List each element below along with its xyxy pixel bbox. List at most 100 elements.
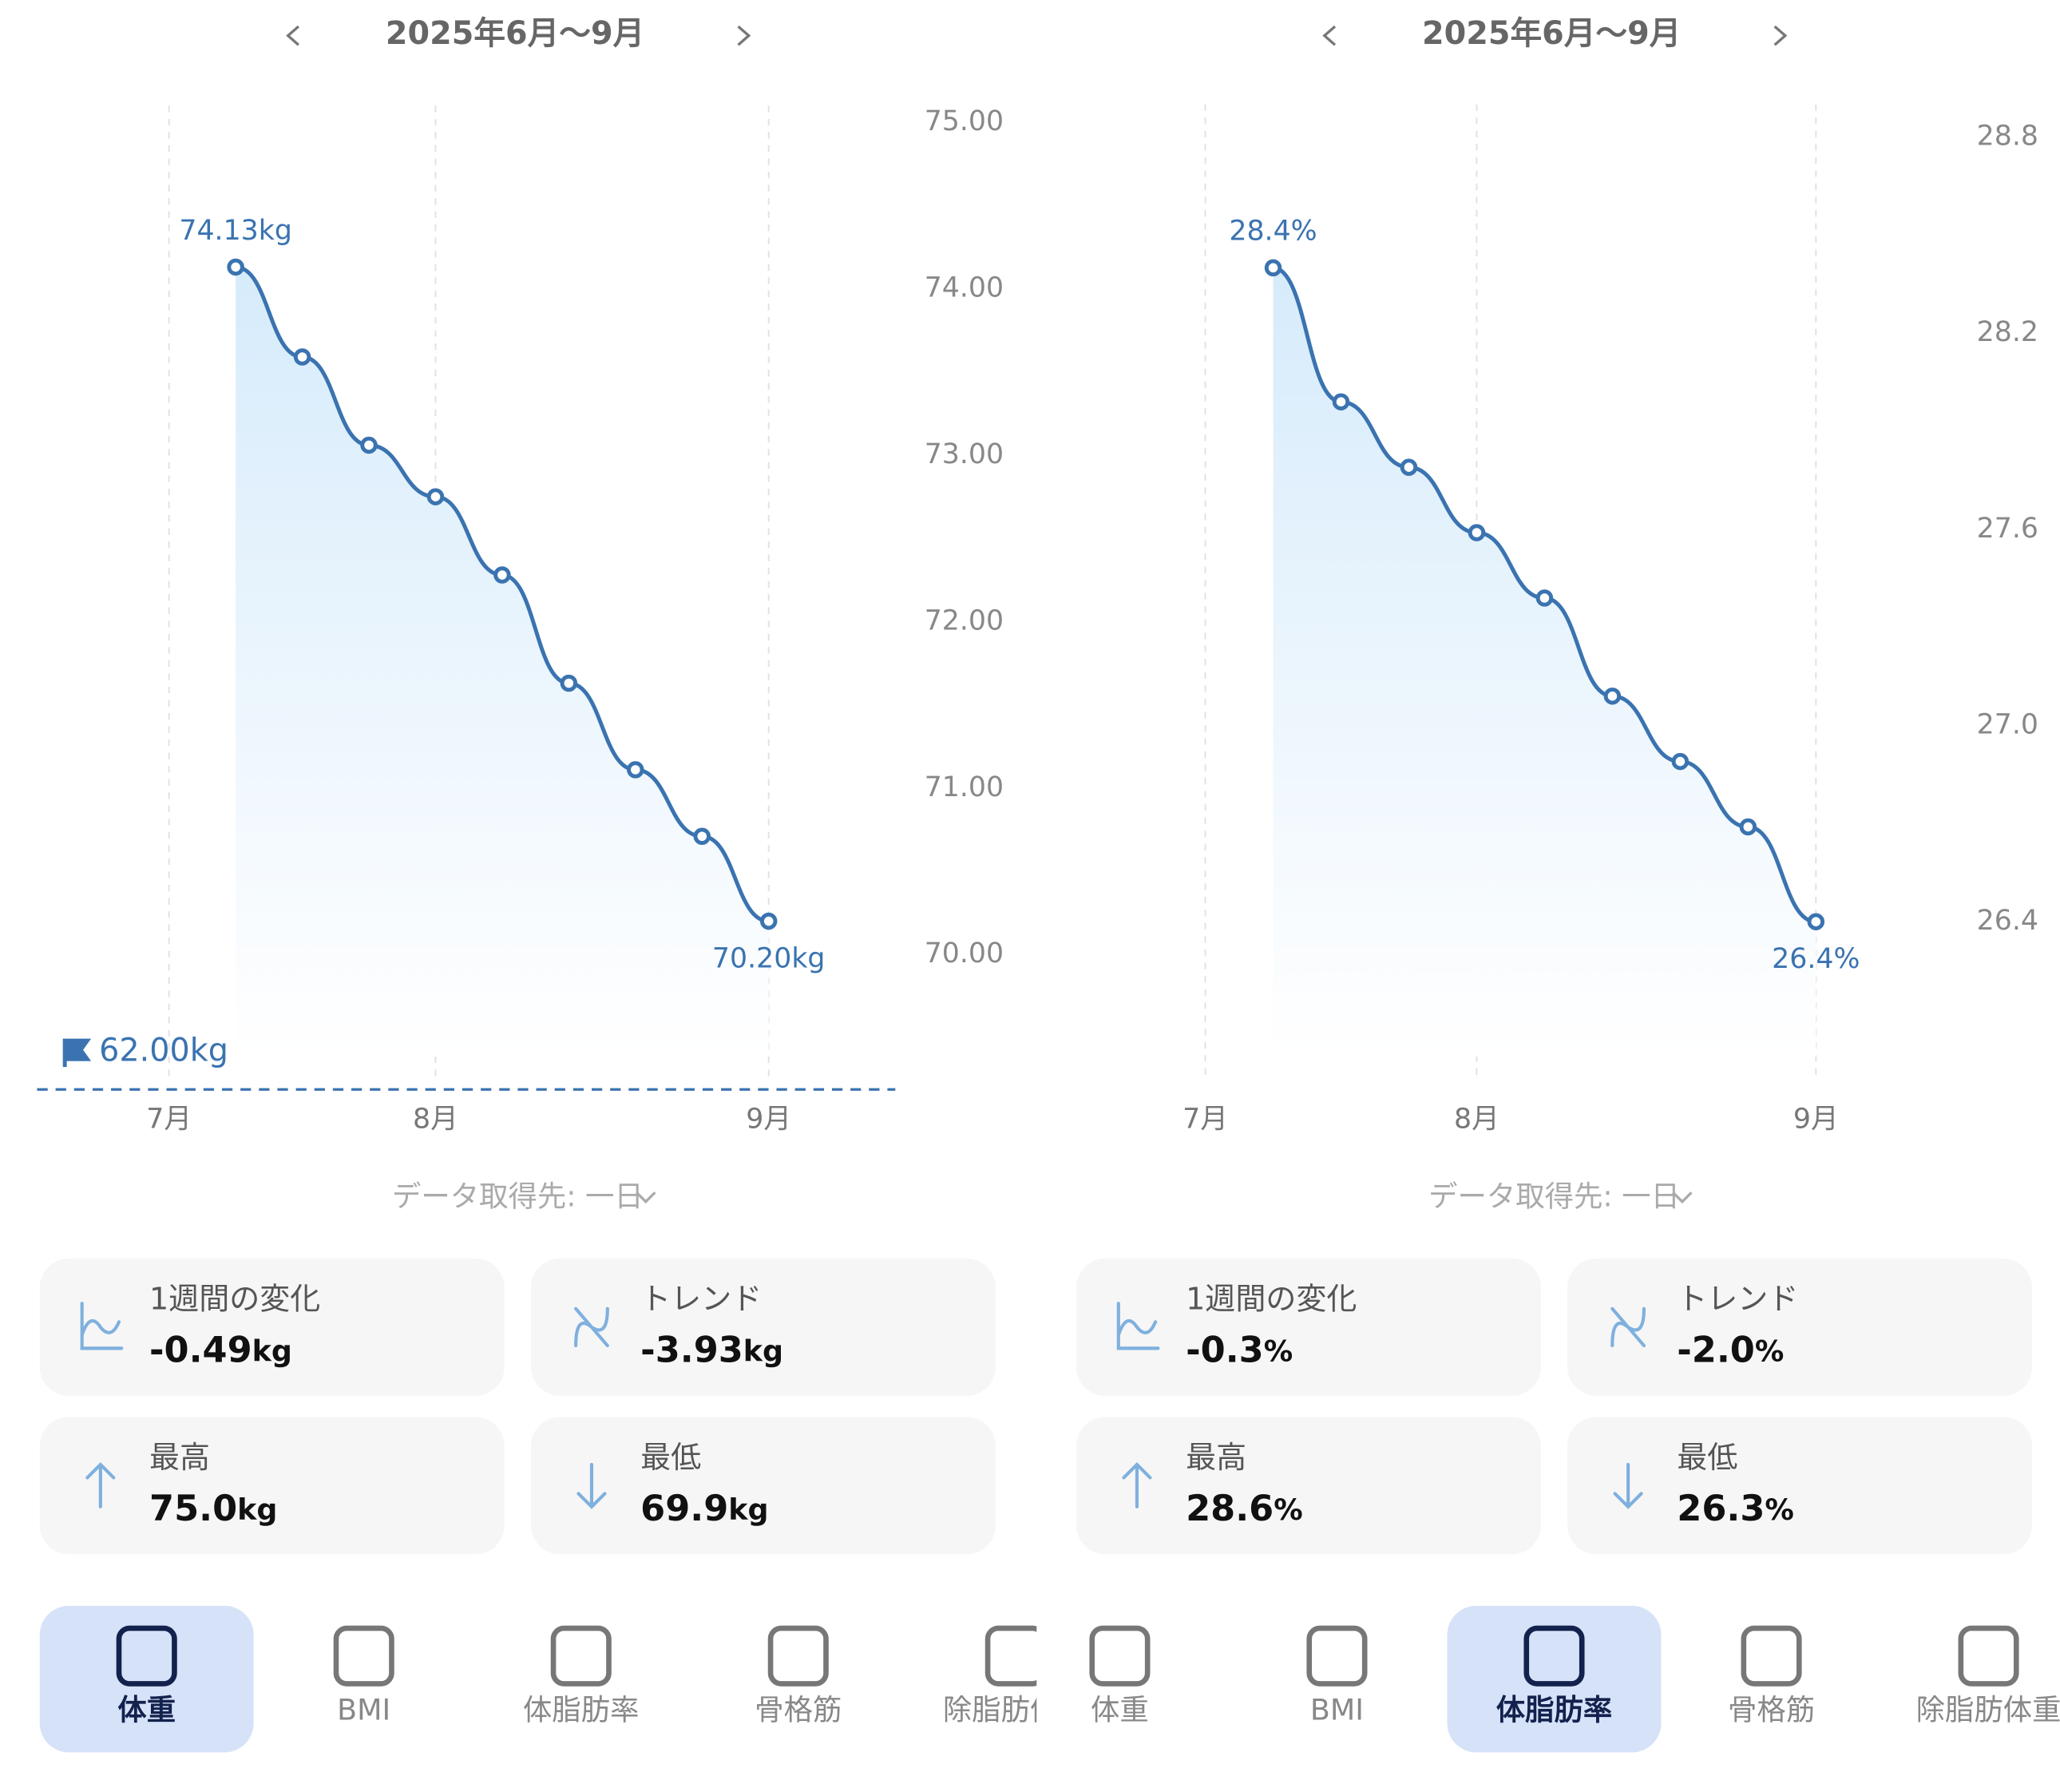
y-tick-label: 71.00 bbox=[925, 771, 1004, 803]
data-source[interactable]: データ取得先: 一日 bbox=[1428, 1179, 1680, 1213]
stat-unit: kg bbox=[743, 1334, 783, 1368]
tab-label[interactable]: 体重 bbox=[1091, 1693, 1149, 1727]
stat-value: -2.0% bbox=[1677, 1329, 1784, 1370]
stat-unit: % bbox=[1274, 1492, 1302, 1526]
data-point bbox=[1807, 913, 1825, 930]
stat-unit: % bbox=[1755, 1334, 1784, 1368]
stat-number: 26.3 bbox=[1677, 1488, 1765, 1529]
stat-label: 最高 bbox=[149, 1440, 210, 1475]
data-point bbox=[1332, 393, 1350, 410]
prev-arrow[interactable] bbox=[1322, 25, 1337, 46]
stat-card bbox=[1567, 1258, 2033, 1396]
stat-label: 最低 bbox=[640, 1440, 701, 1475]
x-tick-label: 9月 bbox=[1793, 1103, 1839, 1135]
data-point bbox=[560, 674, 578, 692]
data-point bbox=[360, 436, 378, 454]
stat-value: -0.49kg bbox=[149, 1329, 292, 1370]
tab-icon bbox=[333, 1625, 394, 1687]
stat-unit: kg bbox=[237, 1492, 277, 1526]
tab-icon bbox=[116, 1625, 177, 1687]
tab-icon bbox=[550, 1625, 612, 1687]
y-tick-label: 28.2 bbox=[1977, 316, 2038, 348]
stat-unit: % bbox=[1264, 1334, 1293, 1368]
stat-unit: kg bbox=[252, 1334, 292, 1368]
next-arrow[interactable] bbox=[1773, 25, 1788, 46]
stat-icon bbox=[576, 1462, 607, 1509]
data-point bbox=[493, 566, 511, 584]
stat-label: 1週間の変化 bbox=[149, 1281, 320, 1316]
stat-card bbox=[530, 1258, 996, 1396]
tab-bar: 体重 BMI 体脂肪率 骨格筋 除脂肪体重 bbox=[1089, 1605, 2060, 1753]
y-tick-label: 72.00 bbox=[925, 605, 1004, 636]
data-source[interactable]: データ取得先: 一日 bbox=[392, 1179, 644, 1213]
tab-label[interactable]: 体脂肪率 bbox=[523, 1693, 640, 1727]
value-label: 28.4% bbox=[1229, 216, 1317, 248]
tab-label[interactable]: BMI bbox=[1310, 1693, 1364, 1727]
area-fill bbox=[236, 267, 769, 1057]
stat-value: 28.6% bbox=[1186, 1488, 1303, 1529]
tab-label[interactable]: BMI bbox=[337, 1693, 390, 1727]
stat-card bbox=[39, 1258, 505, 1396]
tab-label[interactable]: 体脂肪率 bbox=[1496, 1693, 1613, 1727]
stat-value: -0.3% bbox=[1186, 1329, 1293, 1370]
stat-number: -3.93 bbox=[640, 1329, 743, 1370]
tab-label[interactable]: 骨格筋 bbox=[1728, 1693, 1815, 1727]
stat-number: 28.6 bbox=[1186, 1488, 1274, 1529]
date-range: 2025年6月〜9月 bbox=[386, 15, 644, 52]
stat-value: 69.9kg bbox=[640, 1488, 768, 1529]
date-range: 2025年6月〜9月 bbox=[1422, 15, 1681, 52]
tab-label[interactable]: 骨格筋 bbox=[755, 1693, 842, 1727]
data-point bbox=[1603, 687, 1622, 705]
y-tick-label: 74.00 bbox=[925, 272, 1004, 304]
stat-icon bbox=[85, 1461, 116, 1509]
data-point bbox=[1264, 259, 1282, 277]
stat-label: トレンド bbox=[1677, 1281, 1798, 1316]
value-label: 26.4% bbox=[1772, 943, 1860, 975]
tab-bar: 体重 BMI 体脂肪率 骨格筋 除脂肪体重 bbox=[39, 1605, 1088, 1753]
goal-label: 62.00kg bbox=[99, 1032, 228, 1068]
stat-number: 75.0 bbox=[149, 1488, 237, 1529]
stat-card bbox=[530, 1417, 996, 1555]
y-tick-label: 28.8 bbox=[1977, 121, 2038, 153]
y-tick-label: 70.00 bbox=[925, 938, 1004, 969]
next-arrow[interactable] bbox=[737, 25, 751, 46]
stat-number: -0.3 bbox=[1186, 1329, 1264, 1370]
area-fill bbox=[1273, 268, 1816, 1057]
x-tick-label: 7月 bbox=[1183, 1103, 1228, 1135]
y-tick-label: 75.00 bbox=[925, 105, 1004, 137]
x-tick-label: 8月 bbox=[1454, 1103, 1499, 1135]
tab-icon bbox=[1741, 1625, 1802, 1687]
tab-label[interactable]: 体重 bbox=[117, 1693, 176, 1727]
stat-number: -0.49 bbox=[149, 1329, 252, 1370]
stat-icon bbox=[80, 1302, 124, 1350]
tab-icon bbox=[1523, 1625, 1585, 1687]
stat-label: 最高 bbox=[1186, 1440, 1246, 1475]
value-label: 70.20kg bbox=[712, 942, 826, 974]
data-point bbox=[627, 761, 644, 779]
y-tick-label: 27.0 bbox=[1977, 709, 2038, 741]
stat-value: -3.93kg bbox=[640, 1329, 783, 1370]
data-point bbox=[293, 348, 311, 366]
source-chevron bbox=[1672, 1191, 1693, 1204]
data-point bbox=[693, 827, 711, 845]
tab-label[interactable]: 除脂肪体重 bbox=[1916, 1693, 2060, 1727]
active-tab-bg bbox=[1447, 1605, 1662, 1753]
stat-icon bbox=[1610, 1306, 1646, 1348]
stat-card bbox=[1076, 1417, 1541, 1555]
tab-icon bbox=[1089, 1625, 1151, 1687]
tab-icon bbox=[1306, 1625, 1368, 1687]
data-point bbox=[227, 258, 244, 276]
data-point bbox=[1671, 752, 1690, 771]
source-chevron bbox=[636, 1191, 656, 1204]
tab-icon bbox=[767, 1625, 829, 1687]
tab-label[interactable]: 除脂肪体重 bbox=[943, 1693, 1088, 1727]
stat-icon bbox=[1116, 1302, 1160, 1350]
active-tab-bg bbox=[39, 1605, 254, 1753]
data-point bbox=[1400, 458, 1418, 476]
x-tick-label: 7月 bbox=[146, 1103, 192, 1135]
data-point bbox=[1468, 524, 1486, 541]
stat-icon bbox=[574, 1306, 609, 1348]
prev-arrow[interactable] bbox=[286, 25, 299, 46]
goal-flag bbox=[62, 1038, 92, 1068]
